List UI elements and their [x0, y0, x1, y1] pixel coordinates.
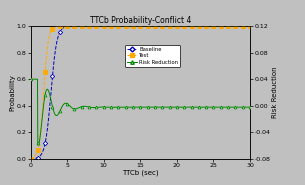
Legend: Baseline, Test, Risk Reduction: Baseline, Test, Risk Reduction [125, 45, 180, 67]
X-axis label: TTCb (sec): TTCb (sec) [122, 170, 159, 176]
Y-axis label: Probability: Probability [9, 74, 15, 111]
Title: TTCb Probability-Conflict 4: TTCb Probability-Conflict 4 [90, 16, 191, 25]
Y-axis label: Risk Reduction: Risk Reduction [272, 67, 278, 118]
